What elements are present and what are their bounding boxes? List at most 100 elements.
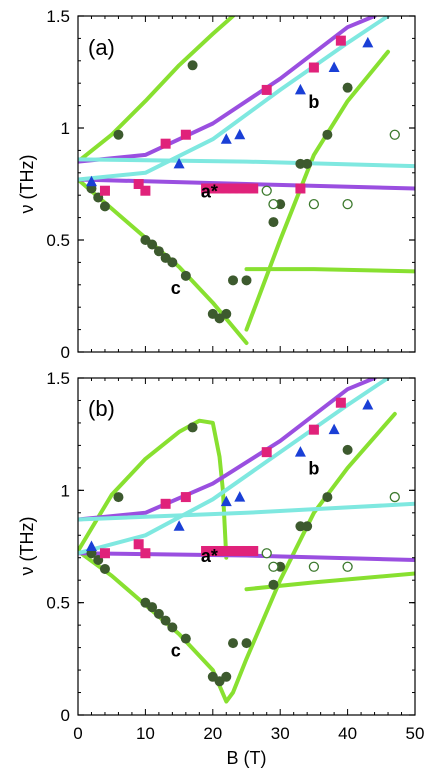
data-point-square [241, 183, 252, 194]
y-tick-label: 0 [61, 706, 70, 725]
data-point-square [241, 545, 252, 556]
curve-label-c: c [171, 278, 181, 298]
y-tick-label: 0.5 [46, 231, 70, 250]
data-point-square [261, 84, 272, 95]
y-axis-title: ν (THz) [17, 155, 37, 214]
data-point-circle [160, 615, 171, 626]
data-point-open-circle [389, 129, 400, 140]
data-point-circle [221, 308, 232, 319]
panel-label: (b) [88, 396, 115, 421]
curve-label-a-star: a* [201, 181, 218, 201]
curve-line-6 [78, 378, 390, 556]
data-point-triangle [328, 61, 340, 73]
data-point-circle [302, 521, 313, 532]
data-point-square [201, 545, 212, 556]
panel-label: (a) [88, 35, 115, 60]
curve-line-8 [78, 157, 415, 169]
data-point-circle [167, 257, 178, 268]
curve-line-7 [78, 501, 415, 522]
data-point-triangle [173, 157, 185, 169]
data-point-square [133, 179, 144, 189]
data-point-circle [153, 608, 164, 619]
data-point-triangle [85, 540, 97, 551]
plot-frame [77, 15, 416, 353]
data-point-square [261, 447, 272, 458]
data-point-open-circle [268, 561, 279, 572]
data-point-triangle [362, 398, 374, 410]
data-point-circle [187, 60, 198, 71]
x-tick-label: 40 [338, 724, 357, 743]
data-point-circle [187, 422, 198, 433]
y-axis-title: ν (THz) [17, 517, 37, 576]
data-point-square [180, 492, 191, 503]
data-point-square [234, 545, 245, 556]
data-point-circle [322, 492, 333, 503]
data-point-square [308, 62, 319, 73]
data-point-triangle [234, 128, 246, 140]
data-point-square [248, 183, 259, 194]
y-tick-label: 0 [61, 343, 70, 362]
plot-frame [77, 377, 416, 716]
data-point-circle [268, 579, 279, 590]
curve-label-b: b [308, 459, 319, 479]
data-point-circle [228, 638, 239, 649]
x-tick-label: 20 [203, 724, 222, 743]
data-point-circle [167, 622, 178, 633]
data-point-square [133, 539, 144, 550]
data-point-open-circle [261, 548, 272, 559]
data-point-triangle [234, 491, 246, 502]
y-tick-label: 0.5 [46, 594, 70, 613]
data-point-square [99, 548, 110, 559]
data-point-open-circle [342, 561, 353, 572]
data-point-circle [180, 270, 191, 281]
data-point-square [160, 138, 171, 149]
x-tick-label: 10 [136, 724, 155, 743]
curve-line-4 [244, 267, 415, 274]
data-point-circle [113, 129, 124, 140]
x-tick-label: 0 [73, 724, 82, 743]
plot-area [78, 378, 415, 704]
x-tick-label: 50 [406, 724, 425, 743]
data-point-open-circle [389, 491, 400, 503]
data-point-circle [113, 492, 124, 503]
data-point-square [214, 183, 225, 194]
curve-label-a-star: a* [201, 546, 218, 566]
panel-a: 0 0.5 1 1.5 ν (THz) (a) a* b c [17, 7, 416, 362]
data-point-square [335, 35, 346, 46]
data-point-circle [99, 201, 110, 212]
data-point-triangle [294, 83, 306, 95]
data-point-triangle [294, 446, 306, 457]
data-point-circle [241, 275, 252, 286]
curve-line-5 [78, 16, 377, 164]
data-point-circle [302, 158, 313, 169]
data-point-open-circle [308, 199, 320, 210]
data-point-circle [241, 638, 252, 649]
y-tick-label: 1 [61, 481, 70, 500]
data-point-square [207, 545, 218, 556]
x-axis-title: B (T) [227, 748, 267, 768]
data-point-square [180, 129, 191, 140]
data-point-square [140, 185, 151, 196]
data-point-square [221, 545, 232, 556]
curve-label-c: c [171, 641, 181, 661]
data-point-circle [99, 563, 110, 574]
curve-line-1 [78, 16, 235, 164]
data-point-circle [147, 239, 158, 250]
data-point-square [221, 183, 232, 194]
data-point-square [308, 424, 319, 435]
data-point-square [228, 183, 239, 194]
data-point-triangle [220, 495, 232, 507]
x-tick-label: 30 [271, 724, 290, 743]
data-point-square [234, 183, 245, 194]
data-point-triangle [362, 36, 374, 48]
y-tick-label: 1.5 [46, 369, 70, 388]
data-point-square [140, 548, 151, 559]
data-point-square [335, 397, 346, 408]
data-point-circle [342, 82, 353, 93]
data-point-square [295, 183, 306, 194]
data-point-square [214, 545, 225, 556]
curve-line-7 [78, 16, 390, 182]
data-point-open-circle [342, 199, 353, 210]
data-point-circle [221, 671, 232, 682]
